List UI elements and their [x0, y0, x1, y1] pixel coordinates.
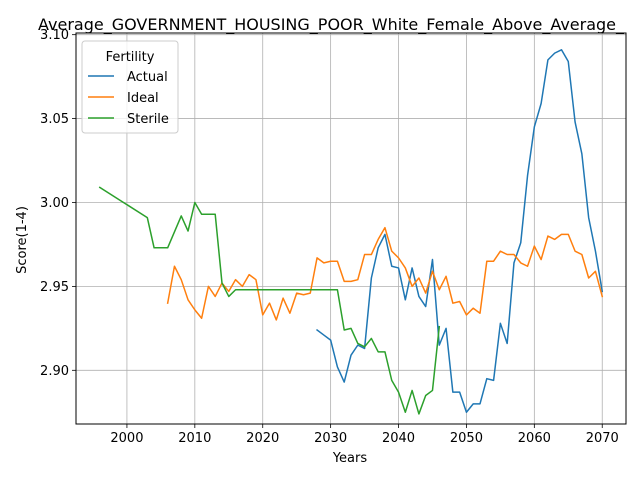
ticks: 2000 2010 2020 2030 2040 2050 2060 2070 2.90 2.95…	[40, 28, 619, 446]
legend-title: Fertility	[106, 50, 155, 65]
series-line-ideal	[166, 226, 604, 321]
series-line-sterile	[98, 186, 441, 415]
chart-title: Average_GOVERNMENT_HOUSING_POOR_White_Fe…	[38, 15, 625, 35]
series-line-actual	[316, 49, 604, 413]
y-tick-label: 3.00	[40, 196, 69, 211]
y-tick-label: 2.95	[40, 280, 69, 295]
legend-label-sterile: Sterile	[127, 112, 169, 127]
series-layer	[98, 49, 604, 415]
x-tick-label: 2040	[382, 431, 415, 446]
plot-frame	[75, 32, 627, 425]
legend-entries: Actual Ideal Sterile	[88, 70, 169, 127]
x-tick-label: 2070	[586, 431, 619, 446]
x-tick-label: 2060	[518, 431, 551, 446]
x-tick-label: 2050	[450, 431, 483, 446]
legend-box	[81, 40, 179, 134]
y-tick-label: 3.10	[40, 28, 69, 43]
legend: Fertility Actual Ideal Sterile	[81, 40, 179, 134]
legend-label-ideal: Ideal	[127, 91, 159, 106]
grid	[76, 33, 626, 424]
x-tick-label: 2030	[314, 431, 347, 446]
x-tick-label: 2010	[178, 431, 211, 446]
x-tick-label: 2000	[110, 431, 143, 446]
x-axis-label: Years	[332, 451, 368, 466]
y-tick-label: 3.05	[40, 112, 69, 127]
legend-label-actual: Actual	[127, 70, 168, 85]
x-tick-label: 2020	[246, 431, 279, 446]
y-axis-label: Score(1-4)	[15, 206, 30, 274]
y-tick-label: 2.90	[40, 364, 69, 379]
